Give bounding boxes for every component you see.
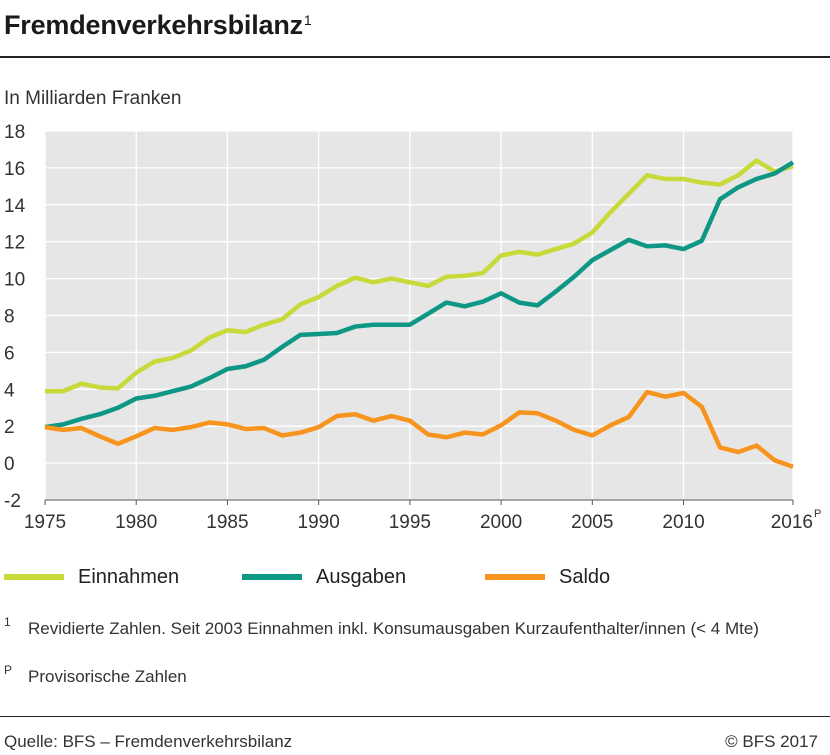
bottom-divider: [0, 716, 830, 717]
y-tick-label: 4: [4, 380, 15, 401]
title-footnote-marker: 1: [303, 12, 312, 28]
x-tick-label: 2005: [571, 512, 613, 533]
unit-label: In Milliarden Franken: [4, 88, 182, 109]
source-note: Quelle: BFS – Fremdenverkehrsbilanz: [4, 732, 293, 751]
chart-title-text: Fremdenverkehrsbilanz: [4, 10, 303, 40]
legend-swatch-saldo: [485, 574, 545, 580]
legend-item-saldo: Saldo: [485, 564, 610, 590]
chart-legend: Einnahmen Ausgaben Saldo: [0, 564, 830, 590]
y-tick-label: 16: [4, 159, 25, 180]
y-tick-label: 2: [4, 417, 15, 438]
x-tick-label: 1985: [206, 512, 248, 533]
series-line-ausgaben: [44, 160, 795, 430]
footnote-text-1: Revidierte Zahlen. Seit 2003 Einnahmen i…: [28, 619, 759, 638]
x-tick-label: 1975: [24, 512, 66, 533]
legend-swatch-einnahmen: [4, 574, 64, 580]
y-tick-label: -2: [4, 491, 21, 512]
legend-item-ausgaben: Ausgaben: [242, 564, 406, 590]
line-chart: -2 0 2 4 6 8 10 12 14 16 18 1975 1980 1985 1990 1995 200…: [4, 122, 821, 533]
y-tick-label: 18: [4, 122, 25, 143]
y-tick-label: 12: [4, 233, 25, 254]
x-tick-label: 1995: [389, 512, 431, 533]
y-tick-label: 10: [4, 270, 25, 291]
footnote-text-p: Provisorische Zahlen: [28, 667, 187, 686]
x-tick-label: 1990: [298, 512, 340, 533]
y-tick-label: 6: [4, 343, 15, 364]
y-tick-label: 8: [4, 307, 15, 328]
legend-item-einnahmen: Einnahmen: [4, 564, 179, 590]
series-line-saldo: [44, 389, 794, 469]
x-tick-label: 2000: [480, 512, 522, 533]
x-tick-note: P: [814, 508, 821, 520]
y-tick-label: 0: [4, 454, 15, 475]
x-tick-label: 2016: [771, 512, 813, 533]
series-line-einnahmen: [45, 158, 794, 394]
y-tick-label: 14: [4, 196, 26, 217]
chart-title: Fremdenverkehrsbilanz1: [4, 10, 312, 41]
legend-label-ausgaben: Ausgaben: [316, 565, 407, 588]
legend-swatch-ausgaben: [242, 574, 302, 580]
footnote-mark-1: 1: [4, 615, 11, 629]
footnote-mark-p: P: [4, 663, 13, 677]
x-tick-label: 1980: [115, 512, 157, 533]
copyright-note: © BFS 2017: [725, 732, 818, 751]
legend-label-saldo: Saldo: [559, 565, 611, 588]
top-divider: [0, 56, 830, 58]
x-tick-label: 2010: [662, 512, 704, 533]
legend-label-einnahmen: Einnahmen: [78, 565, 180, 588]
